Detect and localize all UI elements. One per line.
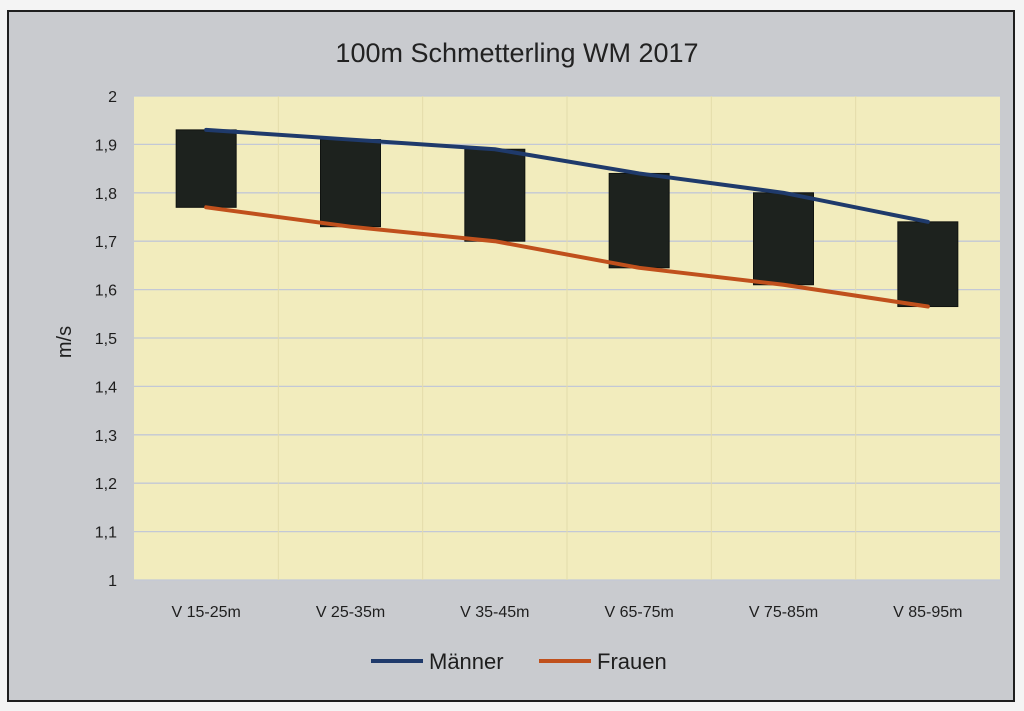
up-down-bar [608, 172, 670, 269]
up-down-bar [175, 129, 237, 208]
up-down-bar [897, 221, 959, 308]
y-tick-label: 1,5 [95, 331, 117, 348]
x-category-label: V 25-35m [316, 604, 385, 621]
y-axis-label: m/s [54, 326, 76, 358]
chart-frame: 100m Schmetterling WM 2017 1 1,1 1,2 1,3 1,4… [7, 10, 1015, 702]
x-axis-categories: V 15-25m V 25-35m V 35-45m V 65-75m V 75-85m… [171, 604, 962, 621]
y-tick-label: 2 [108, 89, 117, 106]
y-tick-label: 1,6 [95, 283, 117, 300]
y-tick-label: 1,8 [95, 186, 117, 203]
y-tick-label: 1,7 [95, 234, 117, 251]
up-down-bar [753, 192, 814, 286]
up-down-bar [320, 139, 381, 228]
legend: Männer Frauen [371, 649, 667, 674]
legend-label: Männer [429, 649, 504, 674]
x-category-label: V 15-25m [171, 604, 240, 621]
gridlines [134, 95, 1000, 581]
x-category-label: V 65-75m [604, 604, 673, 621]
series-line [204, 205, 930, 309]
up-down-bar [464, 148, 526, 242]
chart: 100m Schmetterling WM 2017 1 1,1 1,2 1,3 1,4… [54, 38, 1000, 674]
y-tick-label: 1,2 [95, 476, 117, 493]
y-axis-ticks: 1 1,1 1,2 1,3 1,4 1,5 1,6 1,7 1,8 1,9 2 [95, 89, 117, 590]
x-category-label: V 85-95m [893, 604, 962, 621]
x-category-label: V 35-45m [460, 604, 529, 621]
legend-label: Frauen [597, 649, 667, 674]
y-tick-label: 1,1 [95, 525, 117, 542]
y-tick-label: 1,3 [95, 428, 117, 445]
y-tick-label: 1,9 [95, 137, 117, 154]
series-lines [204, 127, 930, 309]
x-category-label: V 75-85m [749, 604, 818, 621]
chart-title: 100m Schmetterling WM 2017 [335, 38, 698, 68]
series-line [204, 127, 930, 224]
y-tick-label: 1 [108, 573, 117, 590]
y-tick-label: 1,4 [95, 379, 117, 396]
